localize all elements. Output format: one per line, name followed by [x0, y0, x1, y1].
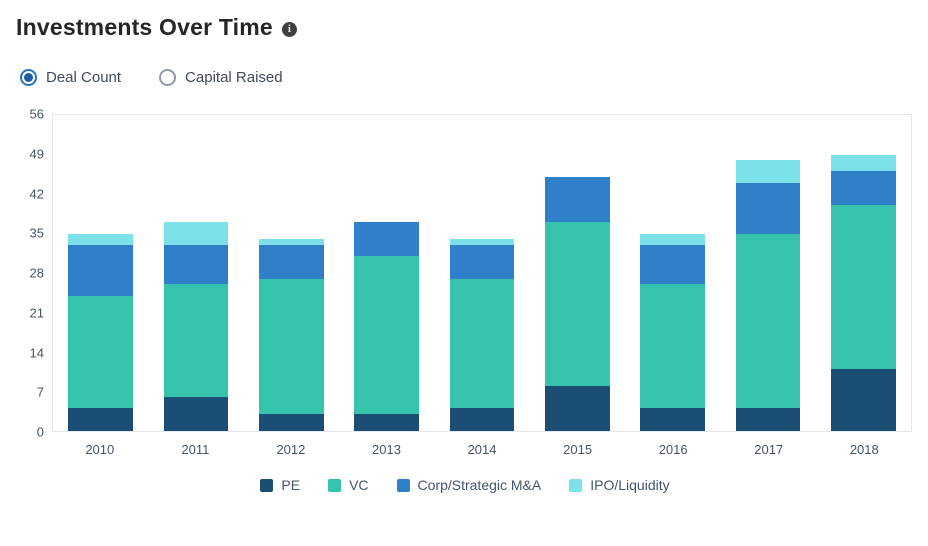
- bar-segment-corp-strategic-m-a[interactable]: [68, 244, 134, 296]
- radio-circle-deal-count[interactable]: [20, 69, 37, 86]
- legend-swatch-corp-strategic-m-a: [396, 478, 410, 492]
- bar-segment-vc[interactable]: [640, 284, 706, 409]
- x-tick-label: 2015: [563, 442, 593, 457]
- bar-2016: [625, 115, 720, 431]
- stacked-bar-2011: [163, 115, 229, 431]
- bar-segment-pe[interactable]: [163, 397, 229, 431]
- bar-segment-ipo-liquidity[interactable]: [68, 233, 134, 245]
- bar-segment-pe[interactable]: [354, 414, 420, 431]
- investments-chart: 0 7 14 21 28 35 42 49 56 2010 2011 2012 2013 2014 201…: [16, 107, 914, 457]
- x-tick-label: 2018: [849, 442, 879, 457]
- radio-capital-raised[interactable]: Capital Raised: [159, 69, 283, 86]
- info-icon[interactable]: i: [281, 21, 297, 37]
- legend-item-corp-strategic-m-a[interactable]: Corp/Strategic M&A: [396, 477, 542, 493]
- legend-swatch-pe: [260, 478, 274, 492]
- stacked-bar-2018: [830, 115, 896, 431]
- legend-swatch-ipo-liquidity: [569, 478, 583, 492]
- bar-segment-vc[interactable]: [354, 256, 420, 415]
- bar-segment-vc[interactable]: [449, 278, 515, 409]
- bar-segment-pe[interactable]: [830, 368, 896, 431]
- bar-segment-pe[interactable]: [449, 408, 515, 431]
- bar-segment-pe[interactable]: [735, 408, 801, 431]
- x-tick-label: 2013: [372, 442, 401, 457]
- bar-2014: [434, 115, 529, 431]
- y-tick-label: 56: [29, 106, 44, 122]
- x-tick-label: 2014: [467, 442, 497, 457]
- radio-circle-capital-raised[interactable]: [159, 69, 177, 86]
- bar-segment-corp-strategic-m-a[interactable]: [354, 222, 420, 257]
- radio-label-capital-raised: Capital Raised: [185, 69, 283, 86]
- legend-item-ipo-liquidity[interactable]: IPO/Liquidity: [569, 477, 670, 493]
- bar-segment-vc[interactable]: [163, 284, 229, 398]
- bar-segment-pe[interactable]: [258, 414, 324, 431]
- bar-segment-corp-strategic-m-a[interactable]: [640, 244, 706, 285]
- y-tick-label: 28: [29, 265, 44, 281]
- bar-segment-corp-strategic-m-a[interactable]: [258, 244, 324, 279]
- bar-segment-ipo-liquidity[interactable]: [735, 160, 801, 183]
- x-tick-label: 2010: [85, 442, 115, 457]
- bar-segment-corp-strategic-m-a[interactable]: [544, 177, 610, 223]
- stacked-bar-2014: [449, 115, 515, 431]
- y-tick-label: 14: [29, 345, 44, 360]
- bar-segment-corp-strategic-m-a[interactable]: [735, 182, 801, 234]
- bar-2011: [148, 115, 243, 431]
- stacked-bar-2010: [68, 115, 134, 431]
- bar-segment-vc[interactable]: [258, 278, 324, 415]
- bar-2018: [816, 115, 911, 431]
- y-axis: 0 7 14 21 28 35 42 49 56: [16, 107, 52, 440]
- bar-segment-ipo-liquidity[interactable]: [449, 239, 515, 245]
- bar-2012: [244, 115, 339, 431]
- stacked-bar-2012: [258, 115, 324, 431]
- bar-segment-corp-strategic-m-a[interactable]: [163, 244, 229, 285]
- bar-2013: [339, 115, 434, 431]
- chart-mode-radio-group: Deal Count Capital Raised: [20, 69, 914, 86]
- bar-2010: [53, 115, 148, 431]
- legend-label-ipo-liquidity: IPO/Liquidity: [590, 477, 670, 493]
- bar-segment-vc[interactable]: [544, 222, 610, 386]
- plot-column: 2010 2011 2012 2013 2014 2015 2016 2017 2018: [52, 114, 912, 457]
- legend-label-pe: PE: [281, 477, 301, 493]
- bar-2015: [530, 115, 625, 431]
- stacked-bar-2016: [640, 115, 706, 431]
- stacked-bar-2013: [354, 115, 420, 431]
- y-tick-label: 42: [29, 186, 44, 201]
- bar-segment-ipo-liquidity[interactable]: [640, 233, 706, 245]
- bar-segment-ipo-liquidity[interactable]: [258, 239, 324, 245]
- plot-area: [52, 114, 912, 432]
- bar-segment-ipo-liquidity[interactable]: [830, 154, 896, 172]
- x-axis: 2010 2011 2012 2013 2014 2015 2016 2017 2018: [52, 442, 912, 457]
- bar-segment-vc[interactable]: [68, 295, 134, 409]
- y-tick-label: 0: [36, 424, 44, 440]
- bar-segment-vc[interactable]: [830, 205, 896, 369]
- bar-segment-corp-strategic-m-a[interactable]: [830, 171, 896, 206]
- bar-segment-pe[interactable]: [68, 408, 134, 431]
- x-tick-label: 2016: [658, 442, 688, 457]
- y-tick-label: 7: [36, 384, 44, 400]
- legend-item-pe[interactable]: PE: [260, 477, 300, 493]
- y-tick-label: 21: [29, 305, 44, 321]
- bar-segment-pe[interactable]: [640, 408, 706, 431]
- page-title: Investments Over Time: [16, 14, 273, 40]
- chart-legend: PE VC Corp/Strategic M&A IPO/Liquidity: [16, 477, 914, 493]
- y-tick-label: 49: [29, 146, 44, 162]
- y-tick-label: 35: [29, 225, 44, 241]
- legend-item-vc[interactable]: VC: [328, 477, 369, 493]
- radio-deal-count[interactable]: Deal Count: [20, 69, 121, 86]
- legend-label-vc: VC: [349, 477, 369, 493]
- bar-2017: [720, 115, 815, 431]
- x-tick-label: 2011: [181, 442, 210, 457]
- x-tick-label: 2012: [276, 442, 306, 457]
- legend-swatch-vc: [328, 478, 342, 492]
- legend-label-corp-strategic-m-a: Corp/Strategic M&A: [417, 477, 542, 493]
- stacked-bar-2015: [544, 115, 610, 431]
- bar-segment-corp-strategic-m-a[interactable]: [449, 244, 515, 279]
- x-tick-label: 2017: [754, 442, 784, 457]
- stacked-bar-2017: [735, 115, 801, 431]
- radio-label-deal-count: Deal Count: [46, 69, 122, 86]
- bar-segment-vc[interactable]: [735, 233, 801, 409]
- bar-segment-pe[interactable]: [544, 385, 610, 431]
- panel-header: Investments Over Time i: [16, 14, 914, 41]
- bar-segment-ipo-liquidity[interactable]: [163, 222, 229, 245]
